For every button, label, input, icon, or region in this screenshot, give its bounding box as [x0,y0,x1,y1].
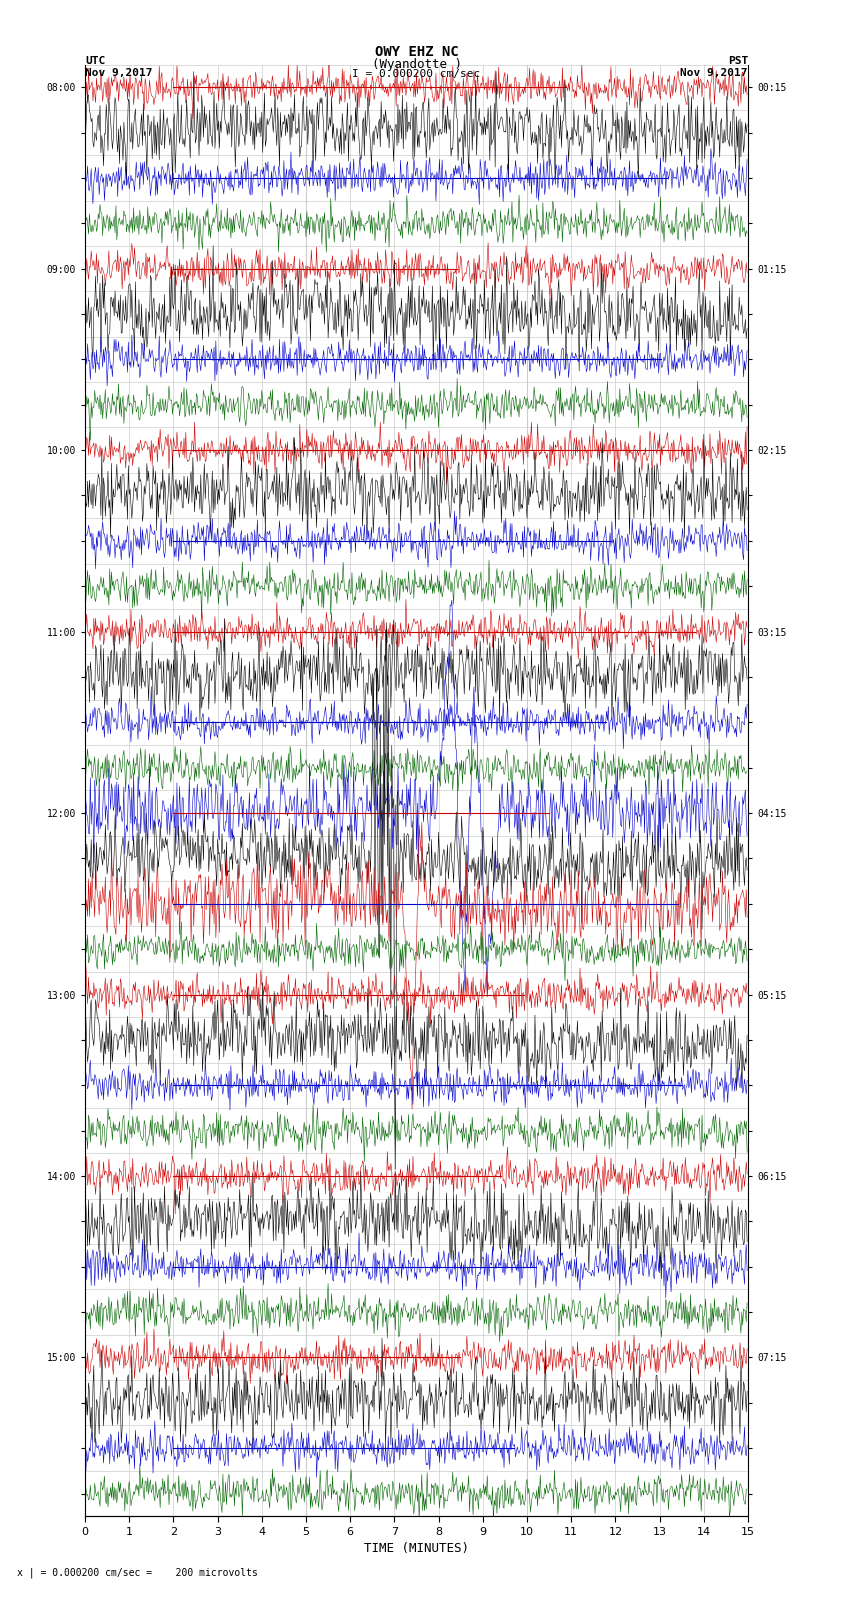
Text: x | = 0.000200 cm/sec =    200 microvolts: x | = 0.000200 cm/sec = 200 microvolts [17,1566,258,1578]
Text: PST
Nov 9,2017: PST Nov 9,2017 [681,56,748,77]
Text: OWY EHZ NC: OWY EHZ NC [375,45,458,60]
Text: (Wyandotte ): (Wyandotte ) [371,58,462,71]
Text: UTC
Nov 9,2017: UTC Nov 9,2017 [85,56,152,77]
X-axis label: TIME (MINUTES): TIME (MINUTES) [364,1542,469,1555]
Text: I = 0.000200 cm/sec: I = 0.000200 cm/sec [353,69,480,79]
